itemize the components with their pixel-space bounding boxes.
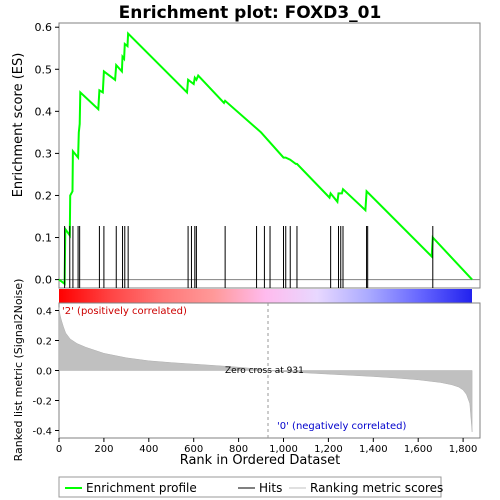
xtick-label: 400 [139, 444, 158, 455]
metric-ytick-label: -0.2 [32, 397, 52, 408]
positive-correlation-label: '2' (positively correlated) [62, 306, 187, 317]
legend-box [58, 476, 442, 498]
legend-hits-label: Hits [259, 481, 282, 495]
ranking-color-bar [59, 289, 472, 303]
es-ytick-label: 0.3 [35, 147, 53, 160]
xtick-label: 200 [94, 444, 113, 455]
es-ytick-label: 0.5 [35, 63, 53, 76]
xtick-label: 1,600 [404, 444, 433, 455]
metric-ytick-label: 0.2 [36, 337, 52, 348]
metric-ytick-label: -0.4 [32, 427, 52, 438]
es-ytick-label: 0.0 [35, 274, 53, 287]
xtick-label: 800 [229, 444, 248, 455]
es-panel-frame [58, 22, 481, 289]
es-ytick-label: 0.1 [35, 232, 53, 245]
chart-title: Enrichment plot: FOXD3_01 [119, 3, 382, 23]
legend-metric-label: Ranking metric scores [310, 481, 443, 495]
xtick-label: 1,400 [359, 444, 388, 455]
es-ytick-label: 0.4 [35, 105, 53, 118]
xtick-label: 1,800 [449, 444, 478, 455]
metric-ytick-label: 0.0 [36, 367, 52, 378]
x-axis-label: Rank in Ordered Dataset [180, 453, 341, 468]
xtick-label: 600 [184, 444, 203, 455]
xtick-label: 1,200 [314, 444, 343, 455]
es-y-axis-label: Enrichment score (ES) [11, 53, 26, 198]
negative-correlation-label: '0' (negatively correlated) [277, 421, 406, 432]
ranking-metric-area [58, 307, 473, 433]
metric-y-axis-label: Ranked list metric (Signal2Noise) [12, 279, 25, 462]
legend-enrichment-label: Enrichment profile [86, 481, 197, 495]
xtick-label: 0 [56, 444, 62, 455]
xtick-label: 1,000 [269, 444, 298, 455]
es-ytick-label: 0.6 [35, 21, 53, 34]
metric-ytick-label: 0.4 [36, 307, 52, 318]
es-ytick-label: 0.2 [35, 189, 53, 202]
zero-cross-label: Zero cross at 931 [225, 366, 304, 376]
enrichment-profile-line [58, 31, 473, 286]
